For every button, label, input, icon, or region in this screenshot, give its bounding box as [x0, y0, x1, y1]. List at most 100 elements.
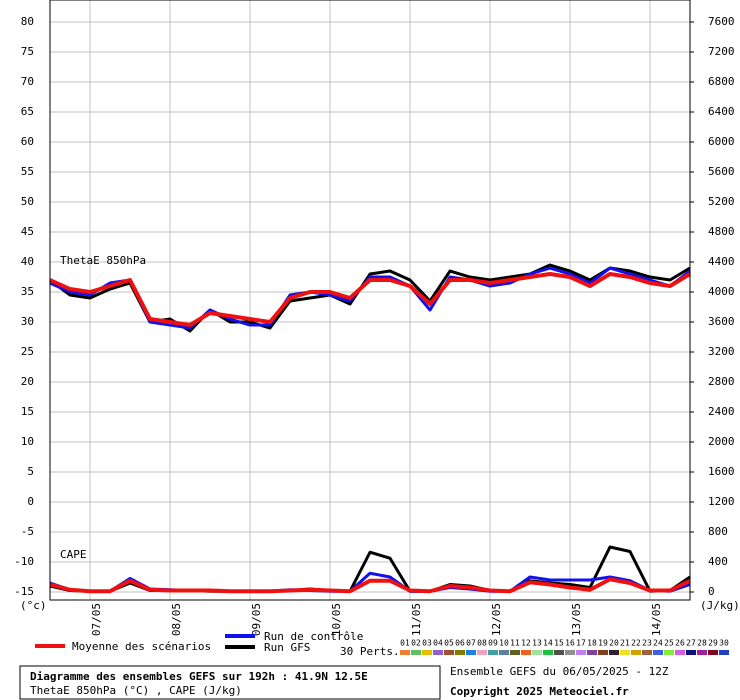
y2-tick-label: 2800 — [708, 375, 735, 388]
perturbation-label: 09 — [488, 639, 498, 648]
chart-subtitle: ThetaE 850hPa (°C) , CAPE (J/kg) — [30, 684, 242, 697]
perturbation-swatch — [631, 650, 641, 655]
y2-tick-label: 6800 — [708, 75, 735, 88]
perturbation-label: 07 — [466, 639, 476, 648]
perturbation-swatch — [664, 650, 674, 655]
thetae-label: ThetaE 850hPa — [60, 254, 146, 267]
y2-tick-label: 5600 — [708, 165, 735, 178]
grid — [50, 0, 690, 600]
perturbation-swatch — [444, 650, 454, 655]
y-tick-label: 45 — [21, 225, 34, 238]
perturbation-swatch — [510, 650, 520, 655]
y2-tick-label: 800 — [708, 525, 728, 538]
perturbation-label: 03 — [422, 639, 432, 648]
perturbation-swatch — [719, 650, 729, 655]
y-tick-label: 35 — [21, 285, 34, 298]
perturbation-label: 29 — [708, 639, 718, 648]
perturbation-label: 27 — [686, 639, 696, 648]
legend-label: Run de contrôle — [264, 630, 363, 643]
x-tick-label: 12/05 — [490, 603, 503, 636]
perturbation-swatch — [543, 650, 553, 655]
series-line — [49, 266, 691, 330]
perturbation-label: 05 — [444, 639, 454, 648]
y-tick-label: 25 — [21, 345, 34, 358]
perturbation-swatch — [587, 650, 597, 655]
y-tick-label: 50 — [21, 195, 34, 208]
y2-tick-label: 0 — [708, 585, 715, 598]
y2-tick-label: 2400 — [708, 405, 735, 418]
perturbation-swatch — [422, 650, 432, 655]
chart-title: Diagramme des ensembles GEFS sur 192h : … — [30, 670, 368, 683]
perturbation-swatch — [708, 650, 718, 655]
y2-tick-label: 2000 — [708, 435, 735, 448]
y-tick-label: 55 — [21, 165, 34, 178]
perturbation-label: 17 — [576, 639, 586, 648]
perturbation-label: 11 — [510, 639, 520, 648]
y-tick-label: 60 — [21, 135, 34, 148]
perturbation-label: 22 — [631, 639, 641, 648]
perturbation-label: 21 — [620, 639, 630, 648]
y-tick-label: -10 — [14, 555, 34, 568]
perturbation-label: 06 — [455, 639, 465, 648]
x-tick-label: 13/05 — [570, 603, 583, 636]
y-tick-label: 0 — [27, 495, 34, 508]
y2-tick-label: 5200 — [708, 195, 735, 208]
y-tick-label: 75 — [21, 45, 34, 58]
perturbation-label: 02 — [411, 639, 421, 648]
plot-lines — [49, 263, 692, 594]
y-tick-label: 65 — [21, 105, 34, 118]
perturbation-swatch — [642, 650, 652, 655]
perturbation-swatch — [609, 650, 619, 655]
perturbation-swatch — [488, 650, 498, 655]
y-tick-label: 15 — [21, 405, 34, 418]
y2-tick-label: 4000 — [708, 285, 735, 298]
perturbation-label: 30 — [719, 639, 729, 648]
y-tick-label: 80 — [21, 15, 34, 28]
perturbation-label: 01 — [400, 639, 410, 648]
y2-tick-label: 6000 — [708, 135, 735, 148]
perturbation-swatch — [466, 650, 476, 655]
legend-label: Run GFS — [264, 641, 310, 654]
y2-tick-label: 7600 — [708, 15, 735, 28]
perturbation-label: 16 — [565, 639, 575, 648]
series-line — [49, 272, 692, 328]
perturbation-swatch — [697, 650, 707, 655]
y2-tick-label: 400 — [708, 555, 728, 568]
x-tick-label: 07/05 — [90, 603, 103, 636]
perturbation-swatch — [565, 650, 575, 655]
y2-tick-label: 1200 — [708, 495, 735, 508]
perturbation-label: 25 — [664, 639, 674, 648]
perturbation-label: 08 — [477, 639, 487, 648]
y-tick-label: 70 — [21, 75, 34, 88]
perturbation-label: 12 — [521, 639, 531, 648]
run-info: Ensemble GEFS du 06/05/2025 - 12Z — [450, 665, 669, 678]
perturbation-swatch — [576, 650, 586, 655]
y-tick-label: -15 — [14, 585, 34, 598]
plot-frame — [49, 0, 691, 601]
x-tick-label: 11/05 — [410, 603, 423, 636]
x-tick-label: 08/05 — [170, 603, 183, 636]
perturbation-swatch — [686, 650, 696, 655]
legend-label: Moyenne des scénarios — [72, 640, 211, 653]
y-tick-label: -5 — [21, 525, 34, 538]
perturbation-label: 14 — [543, 639, 553, 648]
perturbation-swatch — [554, 650, 564, 655]
y-tick-label: 20 — [21, 375, 34, 388]
perturbation-label: 10 — [499, 639, 509, 648]
y-tick-label: 40 — [21, 255, 34, 268]
perturbation-swatch — [499, 650, 509, 655]
perturbation-swatch — [620, 650, 630, 655]
perturbation-label: 04 — [433, 639, 443, 648]
perturbation-label: 20 — [609, 639, 619, 648]
perturbation-swatch — [521, 650, 531, 655]
perturbation-label: 26 — [675, 639, 685, 648]
perturbation-swatch — [411, 650, 421, 655]
perturbations-label: 30 Perts. — [340, 645, 400, 658]
perturbation-label: 23 — [642, 639, 652, 648]
copyright: Copyright 2025 Meteociel.fr — [450, 685, 629, 698]
x-tick-label: 14/05 — [650, 603, 663, 636]
perturbation-label: 18 — [587, 639, 597, 648]
perturbation-label: 19 — [598, 639, 608, 648]
